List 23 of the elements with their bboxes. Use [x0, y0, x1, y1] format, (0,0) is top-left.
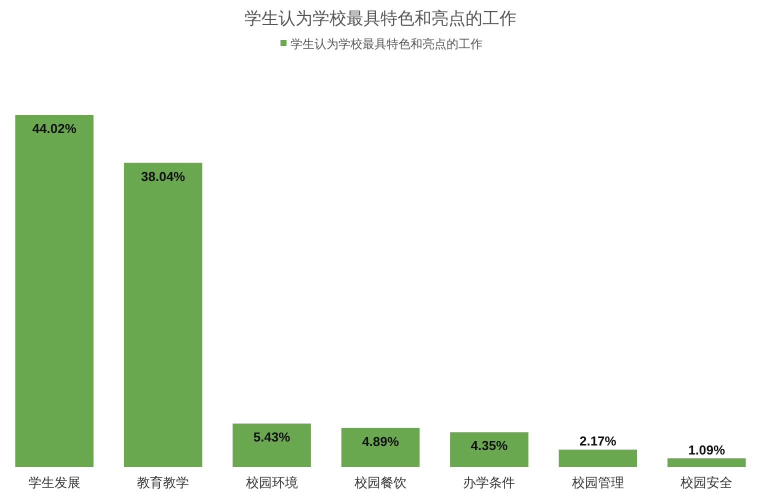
data-label: 1.09%: [688, 442, 726, 458]
data-label: 38.04%: [141, 168, 186, 184]
legend-label: 学生认为学校最具特色和亮点的工作: [290, 37, 482, 51]
data-label: 44.02%: [32, 121, 77, 136]
data-label: 5.43%: [253, 430, 291, 445]
chart-title: 学生认为学校最具特色和亮点的工作: [244, 9, 516, 28]
x-tick-label: 校园安全: [680, 475, 733, 490]
data-label: 4.89%: [362, 434, 400, 449]
x-tick-label: 教育教学: [137, 475, 190, 490]
bar: [15, 115, 94, 467]
data-label: 4.35%: [470, 438, 508, 454]
data-label: 2.17%: [579, 434, 617, 449]
bar: [450, 432, 528, 467]
x-tick-label: 校园餐饮: [354, 475, 406, 490]
x-tick-label: 校园环境: [244, 475, 298, 490]
x-tick-label: 办学条件: [463, 475, 516, 490]
bar: [124, 162, 202, 467]
x-tick-label: 校园管理: [570, 475, 624, 490]
bar: [341, 428, 420, 467]
bar: [232, 424, 311, 467]
bar: [558, 450, 638, 467]
bar: [668, 458, 746, 467]
x-tick-label: 学生发展: [28, 475, 80, 490]
